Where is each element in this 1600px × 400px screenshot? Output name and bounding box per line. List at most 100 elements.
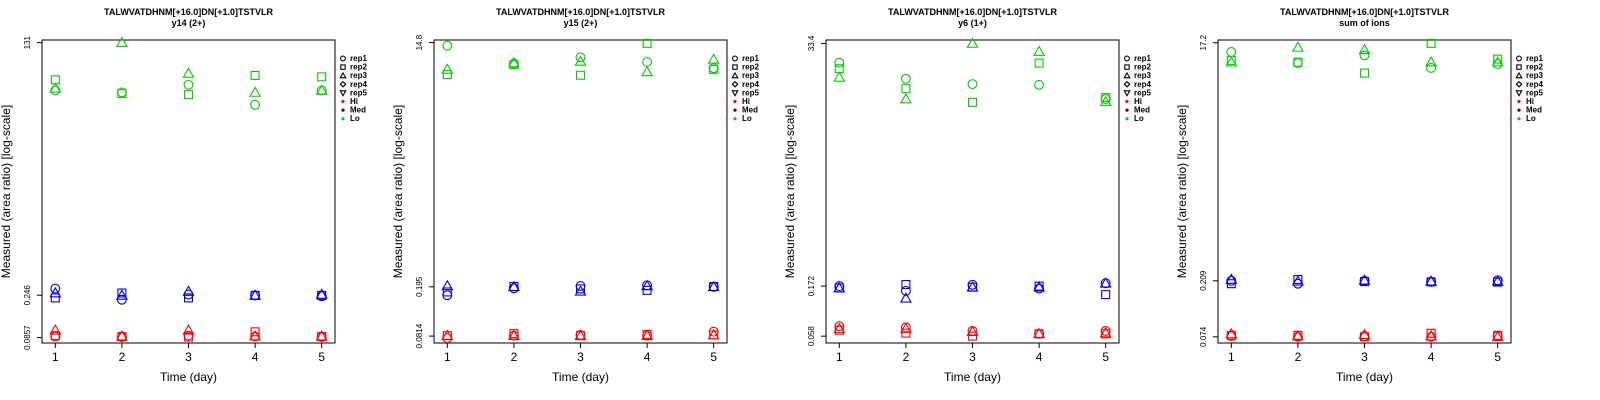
data-point	[1426, 62, 1437, 73]
legend-marker	[1517, 108, 1521, 112]
data-point	[117, 332, 127, 342]
data-point	[574, 55, 587, 66]
data-point	[317, 72, 327, 82]
data-point	[183, 293, 194, 303]
legend-label: rep1	[1134, 54, 1151, 63]
x-tick-label: 5	[1102, 350, 1109, 364]
legend-marker	[731, 90, 739, 97]
data-point	[50, 331, 60, 341]
legend-marker	[340, 55, 346, 62]
data-point	[900, 73, 911, 84]
data-point	[1101, 329, 1111, 339]
data-point	[182, 67, 195, 78]
data-point	[1099, 277, 1112, 288]
data-point	[1491, 56, 1504, 67]
data-point	[508, 283, 519, 294]
y-tick-label: 0.195	[415, 276, 424, 297]
data-point	[1099, 95, 1112, 107]
data-point	[1033, 45, 1046, 56]
y-tick-label: 131	[23, 35, 32, 49]
data-point	[1099, 326, 1112, 338]
data-point	[442, 70, 452, 80]
legend-marker	[1125, 117, 1129, 121]
data-point	[1491, 275, 1504, 286]
data-point	[1226, 47, 1237, 57]
x-tick-label: 4	[1428, 350, 1435, 364]
data-point	[899, 292, 912, 303]
legend-label: rep4	[1134, 80, 1151, 89]
legend-label: Hi	[742, 97, 750, 106]
legend-marker	[1123, 71, 1131, 79]
data-point	[1493, 54, 1503, 64]
data-point	[900, 285, 911, 296]
y-tick-label: 0.0857	[23, 325, 32, 350]
data-point	[1425, 56, 1438, 67]
data-point	[641, 65, 654, 77]
data-point	[315, 84, 328, 95]
y-tick-label: 17.2	[1199, 34, 1208, 50]
data-point	[966, 37, 979, 48]
legend-label: rep5	[1134, 88, 1151, 97]
legend-label: Hi	[350, 97, 358, 106]
y-tick-label: 0.209	[1199, 270, 1208, 291]
data-point	[575, 284, 586, 294]
x-tick-label: 2	[903, 350, 910, 364]
legend-label: rep3	[1526, 71, 1543, 80]
data-point	[833, 322, 846, 334]
data-point	[1225, 56, 1238, 67]
data-point	[574, 329, 587, 341]
data-point	[833, 71, 846, 82]
x-tick-label: 1	[1228, 350, 1235, 364]
x-tick-label: 3	[1361, 350, 1368, 364]
data-point	[115, 329, 128, 341]
data-point	[115, 289, 128, 300]
data-point	[642, 38, 652, 48]
x-tick-label: 4	[1036, 350, 1043, 364]
data-point	[250, 327, 260, 337]
x-tick-label: 5	[318, 350, 325, 364]
data-point	[901, 84, 911, 94]
chart-title: TALWVATDHNM[+16.0]DN[+1.0]TSTVLR	[1280, 7, 1450, 17]
legend-marker	[732, 64, 738, 70]
data-point	[1359, 50, 1370, 61]
legend-label: rep2	[1526, 63, 1543, 72]
legend-label: Lo	[1526, 114, 1536, 123]
legend-marker	[731, 80, 739, 88]
legend-marker	[731, 71, 739, 79]
data-point	[1358, 43, 1371, 55]
data-point	[1033, 327, 1046, 339]
data-point	[250, 99, 261, 110]
y-tick-label: 0.058	[807, 326, 816, 347]
legend-marker	[340, 64, 346, 70]
data-point	[709, 64, 719, 74]
legend-marker	[1125, 108, 1129, 112]
legend-marker	[341, 117, 345, 121]
y-axis-title: Measured (area ratio) [log-scale]	[783, 105, 797, 278]
legend-label: rep1	[742, 54, 759, 63]
data-point	[1101, 290, 1111, 300]
legend-marker	[733, 99, 737, 104]
data-point	[967, 331, 978, 341]
data-point	[1293, 57, 1303, 67]
data-point	[182, 324, 195, 335]
legend-label: Lo	[742, 114, 752, 123]
data-point	[117, 288, 127, 298]
legend-marker	[339, 90, 347, 97]
legend-marker	[1515, 71, 1523, 79]
data-point	[1425, 329, 1438, 341]
data-point	[966, 325, 979, 336]
data-point	[1034, 79, 1045, 90]
legend-marker	[1124, 64, 1130, 70]
data-point	[967, 97, 978, 107]
legend-marker	[1123, 90, 1131, 97]
x-tick-label: 3	[577, 350, 584, 364]
legend-label: rep1	[1526, 54, 1543, 63]
data-point	[1291, 329, 1304, 341]
data-point	[50, 283, 61, 294]
legend-marker	[732, 55, 738, 62]
data-point	[834, 57, 845, 68]
